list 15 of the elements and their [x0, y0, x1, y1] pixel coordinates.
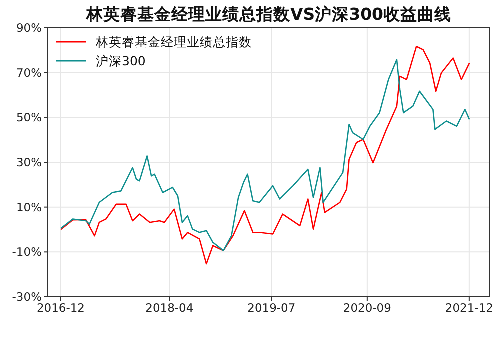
x-tick-label: 2018-04: [146, 301, 194, 315]
y-tick-label: 90%: [16, 21, 42, 35]
y-tick-label: 70%: [16, 66, 42, 80]
y-tick-label: 50%: [16, 110, 42, 125]
y-tick-label: 30%: [16, 156, 42, 170]
legend-label: 林英睿基金经理业绩总指数: [95, 34, 252, 50]
y-tick-label: -30%: [12, 290, 42, 304]
x-tick-label: 2016-12: [36, 301, 86, 315]
x-tick-label: 2020-09: [343, 301, 392, 315]
y-tick-label: -10%: [12, 245, 42, 260]
x-tick-label: 2019-07: [248, 301, 296, 315]
legend-label: 沪深300: [96, 54, 146, 68]
chart-title: 林英睿基金经理业绩总指数VS沪深300收益曲线: [85, 5, 452, 24]
x-tick-label: 2021-12: [445, 301, 494, 315]
y-tick-label: 10%: [16, 200, 42, 214]
